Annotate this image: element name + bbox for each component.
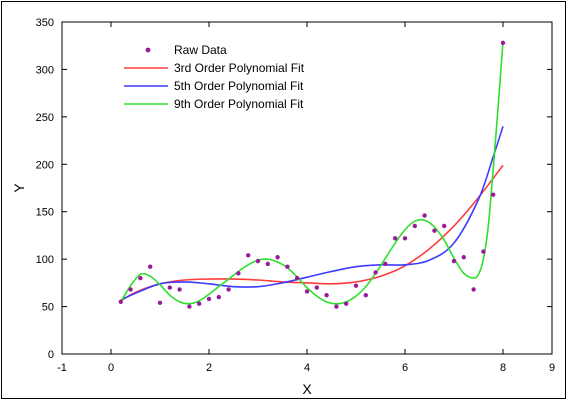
legend-label: 3rd Order Polynomial Fit: [174, 61, 305, 75]
raw-data-point: [402, 236, 408, 241]
raw-data-points: [118, 40, 506, 309]
x-tick-label: -1: [57, 362, 67, 374]
raw-data-point: [157, 300, 163, 305]
raw-data-point: [393, 236, 398, 241]
raw-data-point: [226, 287, 231, 292]
raw-data-point: [128, 287, 133, 292]
x-tick-label: 9: [549, 362, 555, 374]
x-tick-label: 6: [402, 362, 408, 374]
y-axis-label: Y: [11, 183, 27, 193]
raw-data-point: [461, 255, 466, 260]
raw-data-point: [344, 301, 349, 306]
raw-data-point: [373, 270, 378, 275]
raw-data-point: [148, 264, 153, 269]
fit-3rd-order-line: [120, 164, 504, 302]
raw-data-point: [324, 292, 329, 298]
raw-data-point: [285, 264, 290, 269]
raw-data-point: [314, 285, 319, 290]
raw-data-point: [187, 304, 192, 309]
legend-label: 5th Order Polynomial Fit: [174, 79, 304, 93]
raw-data-point: [206, 296, 212, 302]
raw-data-point: [353, 283, 359, 288]
raw-data-point: [216, 294, 221, 300]
y-tick-label: 200: [36, 159, 54, 171]
raw-data-point: [295, 275, 300, 281]
x-axis-label: X: [302, 381, 312, 397]
y-tick-label: 100: [36, 254, 54, 266]
raw-data-point: [167, 285, 172, 290]
raw-data-point: [500, 40, 506, 46]
legend-raw-marker: [145, 47, 151, 53]
x-tick-label: 4: [304, 362, 310, 374]
raw-data-point: [451, 258, 457, 264]
raw-data-point: [197, 301, 202, 306]
raw-data-point: [471, 287, 476, 292]
y-tick-label: 0: [48, 349, 54, 361]
y-tick-label: 300: [36, 64, 54, 76]
raw-data-point: [432, 228, 437, 233]
fit-5th-order-line: [120, 126, 504, 301]
raw-data-point: [177, 287, 182, 292]
raw-data-point: [491, 192, 496, 197]
raw-data-point: [236, 271, 241, 276]
raw-data-point: [255, 258, 261, 264]
raw-data-point: [363, 292, 368, 298]
raw-data-point: [383, 261, 388, 267]
fit-9th-order-line: [120, 40, 504, 305]
plot-area: [61, 21, 553, 355]
y-tick-label: 150: [36, 207, 54, 219]
x-tick-label: 2: [206, 362, 212, 374]
raw-data-point: [412, 223, 417, 229]
raw-data-point: [265, 261, 270, 267]
raw-data-point: [275, 255, 280, 260]
legend: Raw Data 3rd Order Polynomial Fit 5th Orde…: [124, 43, 305, 111]
y-tick-label: 350: [36, 17, 54, 29]
legend-label: 9th Order Polynomial Fit: [174, 97, 304, 111]
series-layer: [120, 40, 504, 305]
raw-data-point: [304, 289, 310, 294]
raw-data-point: [138, 275, 143, 281]
x-tick-label: 0: [108, 362, 114, 374]
x-tick-label: 8: [500, 362, 506, 374]
raw-data-point: [442, 223, 447, 229]
y-tick-label: 250: [36, 112, 54, 124]
y-tick-label: 50: [42, 302, 54, 314]
raw-data-point: [422, 213, 427, 218]
raw-data-point: [246, 253, 251, 258]
raw-data-point: [481, 249, 486, 254]
legend-label: Raw Data: [174, 43, 227, 57]
raw-data-point: [334, 304, 339, 309]
raw-data-point: [118, 299, 124, 305]
